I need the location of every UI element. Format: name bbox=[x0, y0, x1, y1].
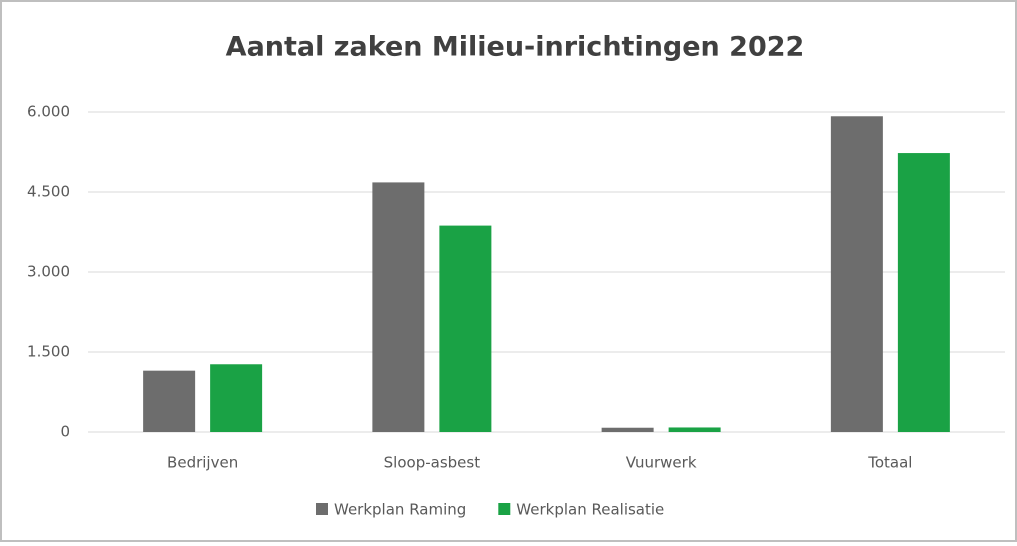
legend-label: Werkplan Raming bbox=[334, 501, 466, 519]
x-tick-label: Totaal bbox=[867, 454, 912, 472]
x-tick-label: Bedrijven bbox=[167, 454, 238, 472]
legend-swatch bbox=[498, 503, 511, 515]
bar bbox=[601, 427, 654, 432]
y-tick-label: 4.500 bbox=[27, 183, 70, 201]
y-tick-label: 0 bbox=[60, 423, 70, 441]
bar bbox=[830, 116, 883, 433]
y-tick-label: 3.000 bbox=[27, 263, 70, 281]
legend-swatch bbox=[316, 503, 328, 515]
legend-label: Werkplan Realisatie bbox=[516, 501, 664, 519]
bar bbox=[897, 153, 950, 433]
chart-title: Aantal zaken Milieu-inrichtingen 2022 bbox=[226, 32, 805, 63]
y-tick-label: 6.000 bbox=[27, 103, 70, 121]
bar bbox=[143, 370, 196, 432]
bar bbox=[439, 225, 492, 432]
bar bbox=[372, 182, 425, 432]
bar bbox=[210, 364, 263, 432]
x-tick-label: Sloop-asbest bbox=[384, 454, 481, 472]
bar bbox=[668, 427, 721, 432]
y-tick-label: 1.500 bbox=[27, 343, 70, 361]
x-tick-label: Vuurwerk bbox=[626, 454, 697, 472]
